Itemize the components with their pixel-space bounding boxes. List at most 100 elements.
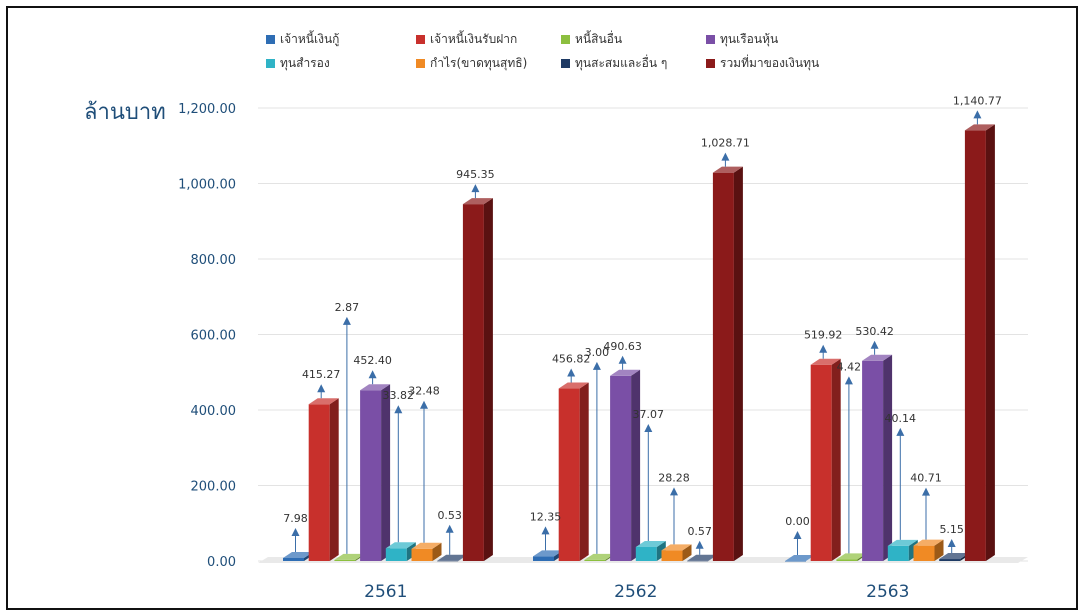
legend-item: หนี้สินอื่น — [561, 30, 622, 49]
bar — [712, 166, 743, 561]
bar — [610, 369, 641, 561]
value-label: 490.63 — [603, 340, 642, 353]
value-arrow — [947, 539, 956, 548]
value-arrow — [541, 526, 550, 535]
bar — [785, 555, 815, 562]
value-arrow — [291, 527, 300, 536]
legend-label: หนี้สินอื่น — [575, 32, 623, 46]
bar — [661, 544, 692, 561]
value-arrow — [567, 368, 576, 377]
bar — [635, 541, 666, 561]
value-label: 32.48 — [408, 385, 440, 398]
value-label: 7.98 — [283, 512, 308, 525]
value-label: 1,140.77 — [953, 94, 1002, 107]
legend-label: เจ้าหนี้เงินรับฝาก — [430, 32, 518, 46]
value-label: 0.53 — [437, 509, 462, 522]
legend-label: รวมที่มาของเงินทุน — [720, 56, 820, 70]
bar — [913, 539, 944, 561]
value-arrow — [471, 184, 480, 193]
legend-item: ทุนสะสมและอื่น ๆ — [561, 54, 667, 73]
legend-swatch — [416, 59, 425, 68]
chart-frame: ล้านบาท เจ้าหนี้เงินกู้ เจ้าหนี้เงินรับฝา… — [6, 6, 1078, 610]
legend-label: ทุนสะสมและอื่น ๆ — [575, 56, 668, 70]
value-arrow — [420, 400, 428, 409]
value-label: 452.40 — [353, 354, 392, 367]
x-tick-label: 2561 — [364, 582, 407, 602]
value-label: 33.82 — [383, 389, 415, 402]
value-arrow — [721, 152, 730, 161]
value-label: 456.82 — [552, 353, 591, 366]
legend-label: ทุนเรือนหุ้น — [720, 32, 779, 46]
value-arrow — [317, 384, 326, 393]
value-label: 530.42 — [855, 325, 894, 338]
value-label: 28.28 — [658, 471, 690, 484]
y-tick-label: 200.00 — [191, 480, 237, 495]
value-arrow — [870, 340, 879, 349]
value-label: 2.87 — [335, 301, 360, 314]
value-arrow — [922, 487, 930, 496]
value-label: 945.35 — [456, 168, 495, 181]
legend-label: กำไร(ขาดทุนสุทธิ) — [430, 56, 528, 70]
value-label: 4.42 — [837, 360, 862, 373]
value-arrow — [592, 361, 601, 370]
legend-item: กำไร(ขาดทุนสุทธิ) — [416, 54, 527, 73]
y-axis-label: ล้านบาท — [84, 100, 166, 125]
value-arrow — [896, 427, 905, 436]
y-tick-label: 0.00 — [207, 555, 236, 570]
value-label: 415.27 — [302, 368, 341, 381]
legend-swatch — [266, 35, 275, 44]
value-arrow — [644, 424, 653, 433]
value-arrow — [695, 540, 704, 549]
legend-item: ทุนเรือนหุ้น — [706, 30, 778, 49]
value-arrow — [670, 487, 678, 496]
value-label: 37.07 — [633, 408, 665, 421]
value-arrow — [793, 531, 802, 539]
value-label: 40.14 — [885, 412, 917, 425]
value-arrow — [368, 370, 377, 379]
bar — [411, 542, 442, 561]
bar — [887, 539, 918, 561]
legend-item: เจ้าหนี้เงินรับฝาก — [416, 30, 517, 49]
legend-label: ทุนสำรอง — [280, 56, 330, 70]
legend-swatch — [706, 35, 715, 44]
value-arrow — [342, 316, 351, 325]
bar — [462, 198, 493, 561]
legend-swatch — [561, 35, 570, 44]
x-tick-label: 2562 — [614, 582, 657, 602]
value-label: 3.00 — [585, 346, 610, 359]
value-label: 12.35 — [530, 510, 562, 523]
value-arrow — [819, 344, 828, 353]
value-arrow — [844, 376, 853, 385]
value-label: 5.15 — [939, 523, 964, 536]
value-label: 40.71 — [910, 472, 942, 485]
value-label: 0.00 — [785, 515, 810, 528]
legend-swatch — [416, 35, 425, 44]
legend-swatch — [266, 59, 275, 68]
legend-swatch — [561, 59, 570, 68]
value-arrow — [618, 355, 627, 364]
bar — [558, 382, 589, 561]
y-tick-label: 600.00 — [191, 329, 237, 344]
y-tick-label: 1,200.00 — [178, 102, 236, 117]
value-arrow — [973, 110, 982, 119]
legend-item: เจ้าหนี้เงินกู้ — [266, 30, 339, 49]
y-tick-label: 1,000.00 — [178, 178, 236, 193]
x-tick-label: 2563 — [866, 582, 909, 602]
bar — [810, 358, 841, 561]
y-tick-label: 800.00 — [191, 253, 237, 268]
legend-label: เจ้าหนี้เงินกู้ — [280, 32, 340, 46]
value-arrow — [445, 524, 454, 533]
bar — [360, 384, 391, 561]
bar — [964, 124, 995, 562]
value-label: 519.92 — [804, 329, 843, 342]
value-arrow — [394, 405, 403, 414]
legend-item: ทุนสำรอง — [266, 54, 330, 73]
legend-swatch — [706, 59, 715, 68]
bar — [308, 398, 339, 561]
legend-item: รวมที่มาของเงินทุน — [706, 54, 819, 73]
value-label: 0.57 — [687, 525, 712, 538]
y-tick-label: 400.00 — [191, 404, 237, 419]
value-label: 1,028.71 — [701, 137, 750, 150]
bar — [862, 354, 893, 561]
